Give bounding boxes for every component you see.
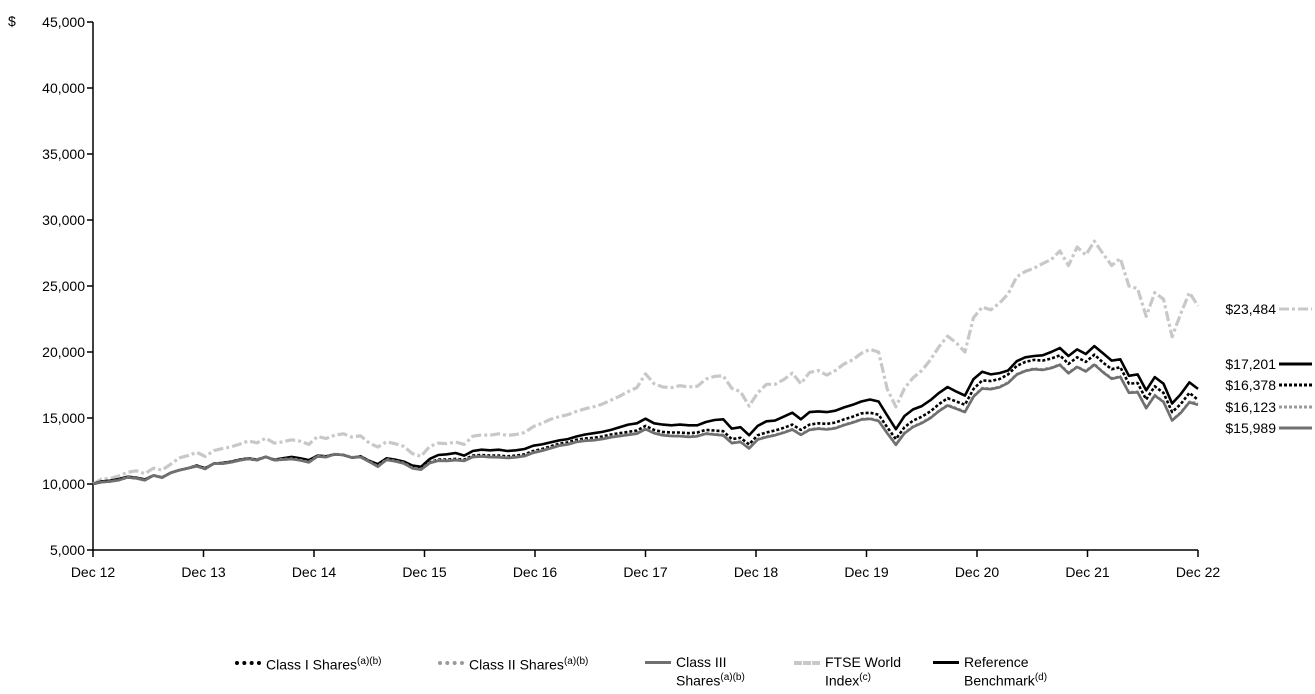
x-tick-label: Dec 17 xyxy=(623,564,668,580)
x-tick-label: Dec 14 xyxy=(292,564,337,580)
legend-sup-class-ii: (a)(b) xyxy=(563,656,589,667)
end-label-class-i-shares: $16,378 xyxy=(1225,377,1276,393)
y-axis: 5,000 10,000 15,000 20,000 25,000 30,000 35,00… xyxy=(42,14,94,558)
legend-label-reference: Reference Benchmark xyxy=(964,654,1035,689)
end-label-class-iii-shares: $15,989 xyxy=(1225,420,1276,436)
legend-item-class-i: Class I Shares(a)(b) xyxy=(235,654,382,673)
end-label-class-ii-shares: $16,123 xyxy=(1225,399,1276,415)
x-tick-label: Dec 12 xyxy=(71,564,116,580)
legend-item-class-iii: Class III Shares(a)(b) xyxy=(645,654,756,689)
y-axis-currency-symbol: $ xyxy=(8,13,16,29)
legend-sup-class-iii: (a)(b) xyxy=(720,672,745,683)
x-tick-label: Dec 20 xyxy=(955,564,1000,580)
y-tick-label: 5,000 xyxy=(50,542,85,558)
x-tick-label: Dec 22 xyxy=(1176,564,1221,580)
legend-swatch-ftse xyxy=(794,661,820,665)
series-lines xyxy=(92,239,1200,486)
legend: Class I Shares(a)(b) Class II Shares(a)(… xyxy=(200,654,1100,694)
x-tick-label: Dec 18 xyxy=(734,564,779,580)
legend-item-class-ii: Class II Shares(a)(b) xyxy=(438,654,588,673)
series-line-reference-benchmark xyxy=(92,344,1199,486)
x-tick-label: Dec 16 xyxy=(513,564,558,580)
legend-label-class-iii: Class III Shares xyxy=(676,654,727,689)
legend-label-ftse: FTSE World Index xyxy=(825,654,901,689)
y-tick-label: 40,000 xyxy=(42,80,85,96)
end-labels: $23,484 $17,201 $16,378 $16,123 $15,989 xyxy=(1225,301,1312,436)
end-label-ftse-world-index: $23,484 xyxy=(1225,301,1276,317)
y-tick-label: 30,000 xyxy=(42,212,85,228)
x-tick-label: Dec 19 xyxy=(844,564,889,580)
series-line-ftse-world-index xyxy=(92,239,1200,486)
y-tick-label: 25,000 xyxy=(42,278,85,294)
legend-sup-class-i: (a)(b) xyxy=(357,656,382,667)
legend-swatch-class-ii xyxy=(438,661,464,665)
y-tick-label: 20,000 xyxy=(42,344,85,360)
legend-label-class-ii: Class II Shares xyxy=(469,656,564,673)
y-tick-label: 15,000 xyxy=(42,410,85,426)
x-tick-label: Dec 21 xyxy=(1065,564,1110,580)
x-tick-label: Dec 13 xyxy=(181,564,226,580)
series-line-class-ii-shares xyxy=(92,362,1199,486)
legend-item-ftse: FTSE World Index(c) xyxy=(794,654,905,689)
y-tick-label: 45,000 xyxy=(42,14,85,30)
legend-sup-reference: (d) xyxy=(1034,672,1048,683)
legend-swatch-class-iii xyxy=(645,661,671,664)
legend-swatch-class-i xyxy=(235,661,261,665)
legend-label-class-i: Class I Shares xyxy=(266,656,358,673)
legend-sup-ftse: (c) xyxy=(859,672,871,683)
line-chart: $ 5,000 10,000 15,000 20,000 25,000 30,000 35,… xyxy=(8,13,1312,580)
y-tick-label: 35,000 xyxy=(42,146,85,162)
end-label-reference-benchmark: $17,201 xyxy=(1225,356,1276,372)
legend-swatch-reference xyxy=(933,661,959,664)
y-tick-label: 10,000 xyxy=(42,476,85,492)
x-tick-label: Dec 15 xyxy=(402,564,447,580)
x-axis: Dec 12 Dec 13 Dec 14 Dec 15 Dec 16 Dec 17 Dec … xyxy=(71,549,1221,580)
series-line-class-iii-shares xyxy=(92,363,1199,486)
legend-item-reference: Reference Benchmark(d) xyxy=(933,654,1048,689)
